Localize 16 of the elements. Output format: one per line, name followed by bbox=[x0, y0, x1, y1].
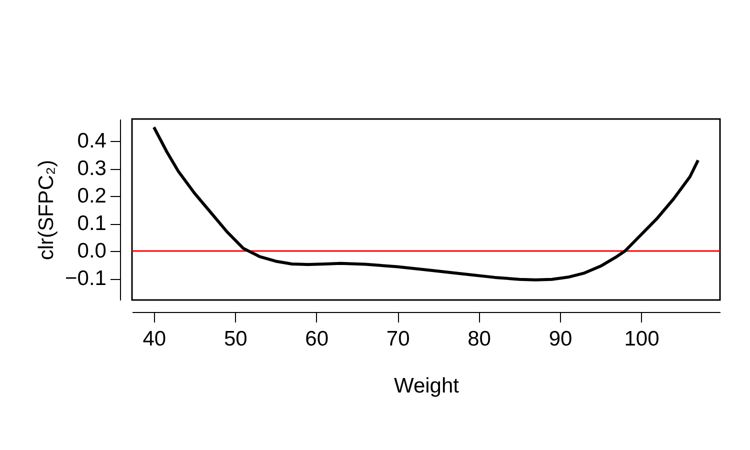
y-tick-label: 0.1 bbox=[77, 212, 106, 236]
x-tick-label: 90 bbox=[548, 328, 572, 350]
x-tick-label: 100 bbox=[624, 328, 660, 350]
x-tick-label: 40 bbox=[142, 328, 166, 350]
x-tick-label: 80 bbox=[468, 328, 491, 350]
y-tick-label: 0.3 bbox=[77, 157, 106, 180]
y-tick-label: 0.4 bbox=[77, 130, 107, 153]
y-tick-label: 0.0 bbox=[77, 240, 106, 263]
y-tick-label: 0.2 bbox=[77, 184, 106, 208]
x-tick-label: 50 bbox=[224, 328, 248, 350]
line-series bbox=[152, 126, 700, 282]
y-tick-label: −0.1 bbox=[65, 267, 106, 290]
x-axis-title: Weight bbox=[394, 374, 460, 398]
y-axis-title: clr(SFPC₂) bbox=[35, 160, 58, 260]
x-tick-label: 70 bbox=[386, 328, 410, 350]
x-tick-label: 60 bbox=[305, 328, 329, 350]
